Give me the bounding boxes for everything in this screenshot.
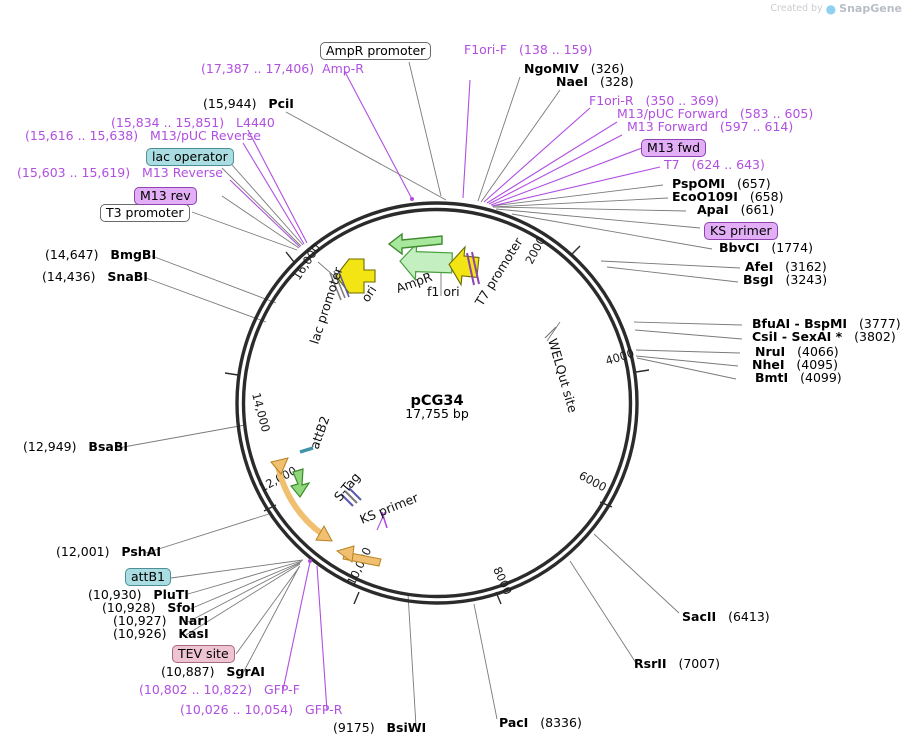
snapgene-drop-icon: ●: [825, 1, 837, 16]
label-pluti[interactable]: (10,930) PluTI: [88, 587, 189, 602]
label-paci[interactable]: PacI (8336): [499, 715, 582, 730]
label-apai[interactable]: ApaI (661): [697, 202, 775, 217]
label-m13puc-forward-primer[interactable]: M13/pUC Forward (583 .. 605): [617, 106, 814, 121]
label-bmgbi[interactable]: (14,647) BmgBI: [45, 247, 157, 262]
label-bsabi[interactable]: (12,949) BsaBI: [23, 439, 129, 454]
label-nari[interactable]: (10,927) NarI: [113, 613, 209, 628]
feature-marker-t7-promoter: [466, 251, 480, 286]
label-m13-forward-primer[interactable]: M13 Forward (597 .. 614): [627, 119, 794, 134]
label-ecoo109i[interactable]: EcoO109I (658): [672, 189, 784, 204]
svg-text:4000: 4000: [604, 346, 636, 368]
badge-lac-operator[interactable]: lac operator: [146, 148, 234, 167]
label-sacii[interactable]: SacII (6413): [682, 609, 770, 624]
label-f1ori-r-primer[interactable]: F1ori-R (350 .. 369): [589, 93, 719, 108]
label-ks-primer-inner: KS primer: [358, 489, 422, 526]
label-nrui[interactable]: NruI (4066): [755, 344, 839, 359]
watermark-prefix: Created by: [770, 3, 823, 14]
feature-marker-s-tag: [340, 487, 362, 507]
label-gfp-r-primer[interactable]: (10,026 .. 10,054) GFP-R: [180, 702, 343, 717]
feature-arrow-attb1: [270, 457, 333, 542]
scale-ticks: [224, 245, 650, 605]
label-bfuai-bspmi[interactable]: BfuAI - BspMI (3777): [752, 316, 901, 331]
feature-arrow-gfp: [289, 468, 311, 499]
snapgene-watermark: Created by ● SnapGene: [770, 2, 902, 15]
leader-lines-gray: [117, 61, 743, 727]
feature-marker-lac-promoter: [329, 269, 350, 301]
label-rsrii[interactable]: RsrII (7007): [634, 656, 721, 671]
feature-marker-attb2: [299, 446, 314, 454]
badge-m13-fwd[interactable]: M13 fwd: [641, 139, 707, 158]
label-snabi[interactable]: (14,436) SnaBI: [42, 269, 148, 284]
label-welqut-site: WELQut site: [545, 337, 581, 415]
label-sfoi[interactable]: (10,928) SfoI: [102, 600, 196, 615]
leader-lines-primer: [229, 71, 661, 712]
label-m13puc-reverse-primer[interactable]: (15,616 .. 15,638) M13/pUC Reverse: [25, 128, 261, 143]
label-pspomi[interactable]: PspOMI (657): [672, 176, 771, 191]
label-pshai[interactable]: (12,001) PshAI: [56, 544, 162, 559]
label-gfp-f-primer[interactable]: (10,802 .. 10,822) GFP-F: [139, 682, 300, 697]
feature-arrow-ori: [335, 258, 376, 294]
badge-t3-promoter[interactable]: T3 promoter: [100, 204, 190, 223]
label-attb2: attB2: [307, 414, 333, 451]
badge-attb1[interactable]: attB1: [125, 568, 171, 587]
badge-m13-rev[interactable]: M13 rev: [134, 187, 197, 206]
label-kasi[interactable]: (10,926) KasI: [113, 626, 209, 641]
feature-arrow-lower: [335, 545, 382, 567]
plasmid-center-title: pCG34 17,755 bp: [405, 393, 469, 421]
svg-text:14,000: 14,000: [249, 391, 273, 434]
label-bsiwi[interactable]: (9175) BsiWI: [333, 720, 427, 735]
plasmid-name: pCG34: [410, 393, 463, 409]
svg-text:8000: 8000: [490, 565, 515, 597]
label-f1-ori: f1 ori: [427, 284, 460, 299]
label-m13-reverse-primer[interactable]: (15,603 .. 15,619) M13 Reverse: [17, 165, 223, 180]
label-naei[interactable]: NaeI (328): [556, 74, 634, 89]
feature-marker-welqut: [544, 326, 557, 339]
badge-ampr-promoter[interactable]: AmpR promoter: [320, 42, 432, 61]
label-bsgi[interactable]: BsgI (3243): [743, 272, 828, 287]
label-sgrai[interactable]: (10,887) SgrAI: [161, 664, 265, 679]
label-t7-promoter: T7 promoter: [471, 234, 526, 309]
primer-anchor-dots: [308, 197, 414, 563]
svg-text:6000: 6000: [577, 468, 609, 494]
feature-marker-ks-primer-inner: [381, 511, 388, 529]
label-l4440-primer[interactable]: (15,834 .. 15,851) L4440: [111, 115, 275, 130]
label-csii-sexai[interactable]: CsiI - SexAI * (3802): [752, 329, 896, 344]
label-bbvci[interactable]: BbvCI (1774): [719, 240, 813, 255]
label-lac-promoter: lac promoter: [307, 264, 346, 346]
label-bmti[interactable]: BmtI (4099): [755, 370, 842, 385]
plasmid-backbone: [235, 201, 639, 605]
feature-arrow-ampr-outline: [387, 232, 443, 256]
label-amp-r-primer[interactable]: (17,387 .. 17,406) Amp-R: [201, 61, 364, 76]
feature-arrow-ampr: [399, 242, 453, 282]
badge-tev-site[interactable]: TEV site: [172, 645, 235, 664]
label-nhei[interactable]: NheI (4095): [752, 357, 838, 372]
plasmid-size: 17,755 bp: [405, 406, 469, 421]
label-f1ori-f-primer[interactable]: F1ori-F (138 .. 159): [464, 42, 593, 57]
watermark-brand: SnapGene: [839, 2, 902, 15]
label-afei[interactable]: AfeI (3162): [745, 259, 827, 274]
label-ori: ori: [358, 283, 379, 305]
label-t7-primer[interactable]: T7 (624 .. 643): [664, 157, 765, 172]
badge-ks-primer[interactable]: KS primer: [704, 222, 778, 241]
svg-text:2000: 2000: [522, 234, 548, 266]
label-pcii[interactable]: (15,944) PciI: [203, 96, 294, 111]
label-ngomiv[interactable]: NgoMIV (326): [524, 61, 625, 76]
